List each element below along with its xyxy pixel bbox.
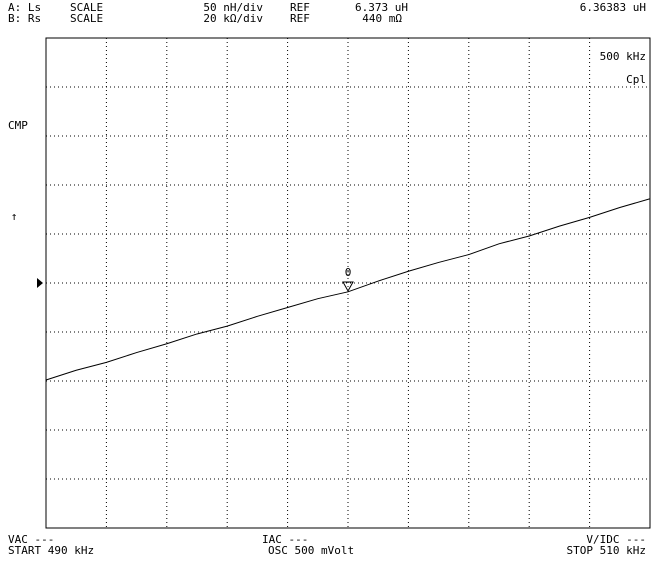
header-text: SCALE	[70, 12, 103, 25]
header-text: 6.373 uH	[355, 1, 408, 14]
header-text: REF	[290, 1, 310, 14]
reference-pointer	[37, 278, 43, 288]
header-text: 20 kΩ/div	[203, 12, 263, 25]
header-text: A: Ls	[8, 1, 41, 14]
footer-text: OSC 500 mVolt	[268, 544, 354, 557]
header-text: SCALE	[70, 1, 103, 14]
footer-text: V/IDC ---	[586, 533, 646, 546]
side-label: Cpl	[626, 73, 646, 86]
footer-text: START 490 kHz	[8, 544, 94, 557]
marker-label: 0	[345, 266, 352, 279]
side-label: CMP	[8, 119, 28, 132]
marker-triangle	[342, 281, 354, 293]
side-label: ↑	[11, 210, 18, 223]
header-text: 440 mΩ	[362, 12, 402, 25]
header-text: B: Rs	[8, 12, 41, 25]
footer-text: IAC ---	[262, 533, 308, 546]
footer-text: STOP 510 kHz	[567, 544, 646, 557]
header-text: REF	[290, 12, 310, 25]
footer-text: VAC ---	[8, 533, 54, 546]
header-text: 50 nH/div	[203, 1, 263, 14]
marker-readout: 6.36383 uH	[580, 1, 646, 14]
side-label: 500 kHz	[600, 50, 646, 63]
